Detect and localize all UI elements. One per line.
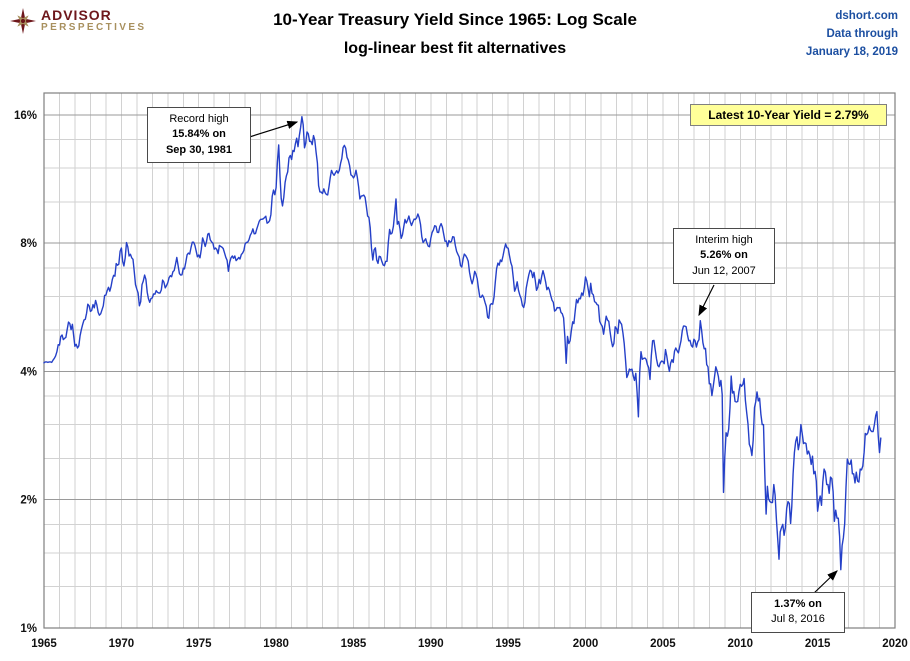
svg-text:16%: 16% — [14, 110, 37, 122]
svg-text:2005: 2005 — [650, 638, 676, 650]
record-low-line1: 1.37% on — [774, 598, 822, 610]
interim-high-annotation: Interim high 5.26% on Jun 12, 2007 — [673, 228, 775, 285]
record-high-line1: Record high — [169, 113, 229, 125]
chart-subtitle: log-linear best fit alternatives — [343, 40, 567, 57]
svg-text:1985: 1985 — [341, 638, 367, 650]
svg-text:1980: 1980 — [263, 638, 289, 650]
svg-text:2020: 2020 — [882, 638, 908, 650]
chart-title-block: 10-Year Treasury Yield Since 1965: Log S… — [0, 10, 910, 58]
record-low-annotation: 1.37% on Jul 8, 2016 — [751, 592, 845, 633]
chart-title: 10-Year Treasury Yield Since 1965: Log S… — [273, 10, 637, 29]
svg-text:1965: 1965 — [31, 638, 57, 650]
advisor-perspectives-logo: ADVISOR PERSPECTIVES — [10, 8, 147, 34]
record-high-annotation: Record high 15.84% on Sep 30, 1981 — [147, 107, 251, 164]
svg-text:1970: 1970 — [109, 638, 135, 650]
interim-high-line3: Jun 12, 2007 — [692, 264, 756, 277]
interim-high-line1: Interim high — [695, 234, 753, 246]
source-site: dshort.com — [835, 10, 898, 22]
source-attribution: dshort.com Data through January 18, 2019 — [806, 8, 898, 61]
svg-text:1%: 1% — [20, 623, 37, 635]
record-low-line2: Jul 8, 2016 — [771, 613, 825, 626]
latest-yield-badge: Latest 10-Year Yield = 2.79% — [690, 104, 887, 126]
source-data-through-date: January 18, 2019 — [805, 45, 898, 58]
compass-rose-icon — [10, 8, 36, 34]
logo-perspectives-text: PERSPECTIVES — [41, 22, 147, 34]
svg-text:2015: 2015 — [805, 638, 831, 650]
svg-text:1995: 1995 — [495, 638, 521, 650]
svg-text:1975: 1975 — [186, 638, 212, 650]
record-high-line3: Sep 30, 1981 — [165, 143, 233, 156]
svg-text:2000: 2000 — [573, 638, 599, 650]
svg-text:1990: 1990 — [418, 638, 444, 650]
source-data-through-label: Data through — [826, 27, 898, 40]
logo-advisor-text: ADVISOR — [41, 7, 112, 24]
svg-text:8%: 8% — [20, 238, 37, 250]
svg-text:2010: 2010 — [727, 638, 753, 650]
interim-high-line2: 5.26% on — [700, 249, 748, 262]
svg-text:2%: 2% — [20, 495, 37, 507]
svg-text:4%: 4% — [20, 366, 37, 378]
logo-text: ADVISOR PERSPECTIVES — [41, 8, 147, 33]
record-high-line2: 15.84% on — [172, 128, 226, 141]
